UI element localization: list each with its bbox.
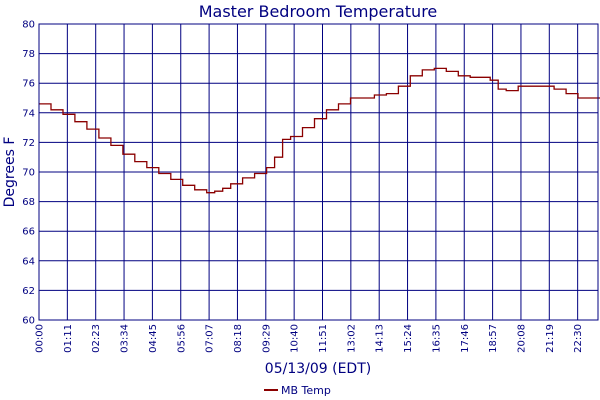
x-tick-label: 02:23 <box>91 324 102 353</box>
x-tick-label: 10:40 <box>290 324 301 353</box>
y-tick-label: 74 <box>22 108 35 119</box>
x-tick-label: 00:00 <box>35 324 46 353</box>
x-tick-label: 01:11 <box>63 324 74 353</box>
x-tick-label: 18:57 <box>488 324 499 353</box>
x-tick-label: 08:18 <box>233 324 244 353</box>
x-tick-label: 11:51 <box>318 324 329 353</box>
x-tick-label: 16:35 <box>431 324 442 353</box>
legend: MB Temp <box>264 384 331 397</box>
y-tick-label: 72 <box>22 138 35 149</box>
x-tick-label: 03:34 <box>120 324 131 353</box>
x-tick-label: 04:45 <box>148 324 159 353</box>
x-tick-label: 17:46 <box>460 324 471 353</box>
y-tick-label: 64 <box>22 256 35 267</box>
x-tick-label: 14:13 <box>375 324 386 353</box>
legend-label: MB Temp <box>281 384 331 397</box>
y-tick-label: 60 <box>22 316 35 327</box>
x-tick-label: 07:07 <box>205 324 216 353</box>
y-axis-title: Degrees F <box>2 137 18 208</box>
y-tick-label: 62 <box>22 286 35 297</box>
plot-border <box>38 23 599 321</box>
y-tick-labels: 60 62 64 66 68 70 72 74 76 78 80 <box>22 20 35 327</box>
y-tick-label: 68 <box>22 197 35 208</box>
y-tick-label: 66 <box>22 227 35 238</box>
x-axis-title: 05/13/09 (EDT) <box>265 361 371 377</box>
x-tick-label: 21:19 <box>545 324 556 353</box>
y-tick-label: 80 <box>22 20 35 31</box>
x-tick-labels: 00:00 01:11 02:23 03:34 04:45 05:56 07:07 08:18… <box>35 324 585 353</box>
x-tick-label: 09:29 <box>261 324 272 353</box>
chart-title: Master Bedroom Temperature <box>199 2 438 21</box>
x-tick-label: 13:02 <box>346 324 357 353</box>
x-tick-label: 22:30 <box>573 324 584 353</box>
series-lines <box>39 67 600 194</box>
y-tick-label: 70 <box>22 168 35 179</box>
x-tick-label: 20:08 <box>516 324 527 353</box>
y-tick-label: 78 <box>22 49 35 60</box>
x-tick-label: 15:24 <box>403 324 414 353</box>
series-line-mb-temp <box>39 67 600 194</box>
x-tick-label: 05:56 <box>176 324 187 353</box>
y-tick-label: 76 <box>22 79 35 90</box>
